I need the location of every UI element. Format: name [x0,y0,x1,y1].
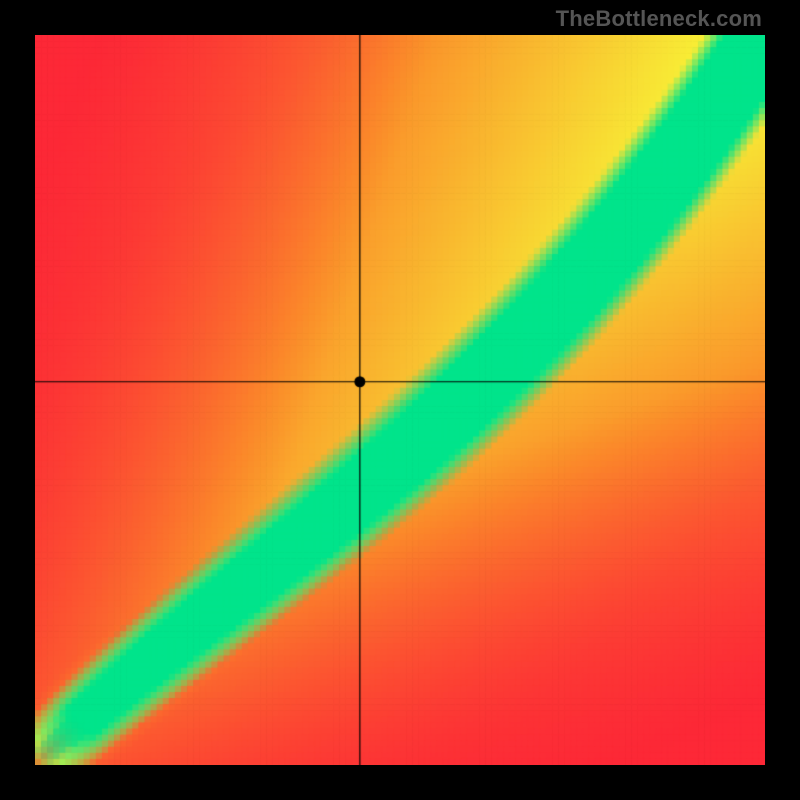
bottleneck-heatmap [35,35,765,765]
chart-container: { "watermark_text": "TheBottleneck.com",… [0,0,800,800]
watermark-text: TheBottleneck.com [556,6,762,32]
